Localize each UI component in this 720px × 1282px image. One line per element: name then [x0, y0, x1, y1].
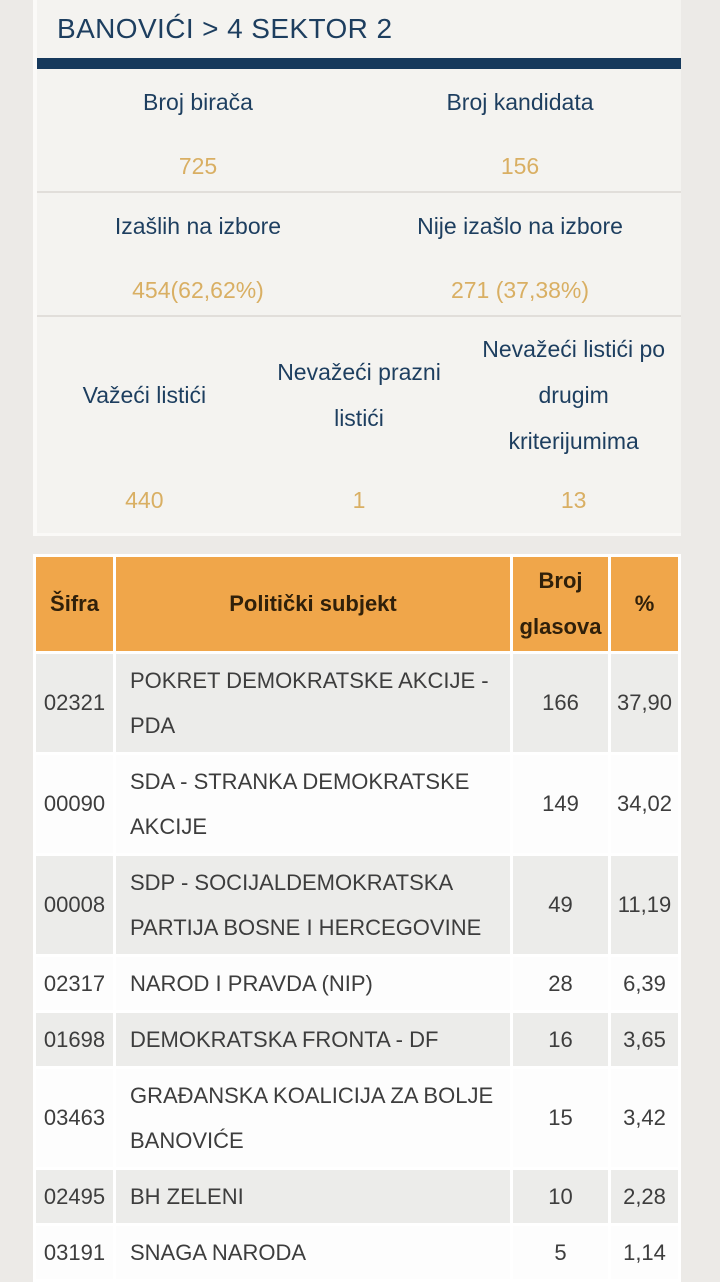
party-percent: 11,19 [611, 856, 678, 954]
party-code: 02317 [36, 957, 113, 1010]
party-name: SDA - STRANKA DEMOKRATSKE AKCIJE [116, 755, 510, 853]
stat-value: 156 [500, 153, 540, 179]
party-votes: 5 [513, 1226, 608, 1279]
column-header-percent: % [611, 557, 678, 651]
party-votes: 28 [513, 957, 608, 1010]
party-name: SDP - SOCIJALDEMOKRATSKA PARTIJA BOSNE I… [116, 856, 510, 954]
summary-stats-card: Broj birača 725 Broj kandidata 156 Izašl… [37, 69, 681, 536]
party-percent: 2,28 [611, 1170, 678, 1223]
table-row[interactable]: 00008 SDP - SOCIJALDEMOKRATSKA PARTIJA B… [36, 856, 678, 954]
stats-row-voters: Broj birača 725 Broj kandidata 156 [37, 69, 681, 191]
table-row[interactable]: 03463 GRAĐANSKA KOALICIJA ZA BOLJE BANOV… [36, 1069, 678, 1167]
party-name: DEMOKRATSKA FRONTA - DF [116, 1013, 510, 1066]
stat-vazeci-listici: Važeći listići 440 [37, 321, 252, 515]
stat-broj-kandidata: Broj kandidata 156 [359, 79, 681, 181]
party-name: BH ZELENI [116, 1170, 510, 1223]
summary-panel-group: BANOVIĆI > 4 SEKTOR 2 Broj birača 725 Br… [33, 0, 681, 536]
stat-label: Nevažeći listići po drugim kriterijumima [482, 336, 666, 454]
party-votes: 49 [513, 856, 608, 954]
party-percent: 34,02 [611, 755, 678, 853]
stats-row-ballots: Važeći listići 440 Nevažeći prazni listi… [37, 317, 681, 533]
stats-divider [37, 191, 681, 193]
party-code: 03191 [36, 1226, 113, 1279]
stat-label: Izašlih na izbore [114, 213, 282, 239]
stat-value: 1 [352, 487, 366, 513]
party-votes: 10 [513, 1170, 608, 1223]
page-content: BANOVIĆI > 4 SEKTOR 2 Broj birača 725 Br… [33, 0, 681, 1282]
party-percent: 37,90 [611, 654, 678, 752]
stat-nevazeci-prazni: Nevažeći prazni listići 1 [252, 321, 467, 515]
column-header-sifra: Šifra [36, 557, 113, 651]
stats-divider [37, 315, 681, 317]
party-percent: 3,65 [611, 1013, 678, 1066]
party-percent: 3,42 [611, 1069, 678, 1167]
stat-nevazeci-ostali: Nevažeći listići po drugim kriterijumima… [466, 321, 681, 515]
stats-row-turnout: Izašlih na izbore 454(62,62%) Nije izašl… [37, 193, 681, 315]
party-percent: 1,14 [611, 1226, 678, 1279]
stat-izaslih-na-izbore: Izašlih na izbore 454(62,62%) [37, 203, 359, 305]
party-code: 03463 [36, 1069, 113, 1167]
party-code: 02495 [36, 1170, 113, 1223]
stat-label: Nije izašlo na izbore [417, 213, 623, 239]
breadcrumb[interactable]: BANOVIĆI > 4 SEKTOR 2 [37, 0, 681, 58]
party-name: SNAGA NARODA [116, 1226, 510, 1279]
party-name: NAROD I PRAVDA (NIP) [116, 957, 510, 1010]
stat-nije-izaslo: Nije izašlo na izbore 271 (37,38%) [359, 203, 681, 305]
stat-label: Nevažeći prazni listići [277, 359, 441, 431]
results-table: Šifra Politički subjekt Broj glasova % 0… [33, 554, 681, 1282]
table-row[interactable]: 02495 BH ZELENI 10 2,28 [36, 1170, 678, 1223]
page-title[interactable]: BANOVIĆI > 4 SEKTOR 2 [57, 13, 393, 44]
party-votes: 149 [513, 755, 608, 853]
stat-value: 725 [178, 153, 218, 179]
table-header-row: Šifra Politički subjekt Broj glasova % [36, 557, 678, 651]
stat-broj-biraca: Broj birača 725 [37, 79, 359, 181]
party-name: GRAĐANSKA KOALICIJA ZA BOLJE BANOVIĆE [116, 1069, 510, 1167]
party-code: 02321 [36, 654, 113, 752]
table-row[interactable]: 00090 SDA - STRANKA DEMOKRATSKE AKCIJE 1… [36, 755, 678, 853]
stat-label: Broj birača [143, 89, 253, 115]
party-code: 00008 [36, 856, 113, 954]
party-percent: 6,39 [611, 957, 678, 1010]
column-header-broj-glasova: Broj glasova [513, 557, 608, 651]
stat-value: 13 [560, 487, 587, 513]
stat-value: 454(62,62%) [132, 277, 264, 303]
stat-label: Broj kandidata [446, 89, 594, 115]
table-row[interactable]: 02317 NAROD I PRAVDA (NIP) 28 6,39 [36, 957, 678, 1010]
stat-value: 440 [125, 487, 164, 513]
stat-value: 271 (37,38%) [450, 277, 590, 303]
header-divider-bar [37, 58, 681, 69]
table-row[interactable]: 01698 DEMOKRATSKA FRONTA - DF 16 3,65 [36, 1013, 678, 1066]
party-code: 00090 [36, 755, 113, 853]
column-header-politicki-subjekt: Politički subjekt [116, 557, 510, 651]
party-votes: 166 [513, 654, 608, 752]
table-row[interactable]: 03191 SNAGA NARODA 5 1,14 [36, 1226, 678, 1279]
party-code: 01698 [36, 1013, 113, 1066]
stat-label: Važeći listići [82, 382, 207, 408]
party-votes: 15 [513, 1069, 608, 1167]
party-votes: 16 [513, 1013, 608, 1066]
table-row[interactable]: 02321 POKRET DEMOKRATSKE AKCIJE - PDA 16… [36, 654, 678, 752]
party-name: POKRET DEMOKRATSKE AKCIJE - PDA [116, 654, 510, 752]
